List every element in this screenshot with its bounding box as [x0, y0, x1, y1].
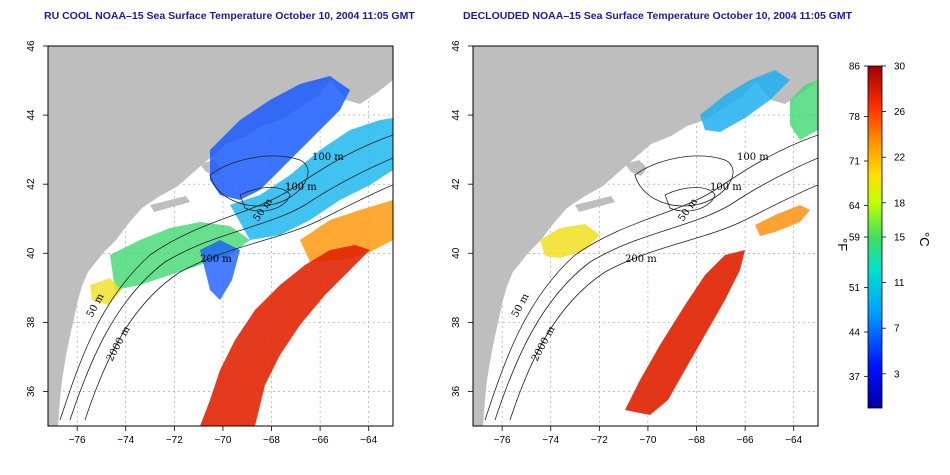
left-x-tick-label-4: −68	[263, 435, 280, 446]
right-x-tick-label-2: −72	[591, 435, 608, 446]
left-y-tick-label-0: 36	[26, 385, 37, 397]
left-x-tick-label-5: −66	[312, 435, 329, 446]
right-y-tick-label-0: 36	[451, 385, 462, 397]
cb-celsius-label-6: 7	[894, 324, 900, 335]
cb-celsius-label-1: 26	[894, 107, 906, 118]
left-panel-title: RU COOL NOAA–15 Sea Surface Temperature …	[44, 10, 415, 22]
right-cape-cod	[625, 160, 647, 176]
left-sst-blue-shelf	[200, 240, 240, 300]
right-sst-orange-offshore	[755, 205, 810, 236]
left-sst-orange-band	[300, 200, 393, 262]
right-x-tick-label-6: −64	[785, 435, 802, 446]
temperature-colorbar: 30 26 22 18 15 11 7 3 86 78 71 64 59 51 44 37 °F °C	[835, 62, 932, 409]
right-contour-label-1: 100 m	[737, 152, 769, 163]
left-long-island	[150, 196, 190, 212]
left-map-panel: 100 m 100 m 50 m 200 m 50 m 2000 m −76 −7…	[26, 40, 394, 446]
right-y-tick-label-2: 40	[451, 247, 462, 259]
left-x-tick-label-3: −70	[214, 435, 231, 446]
left-x-tick-label-0: −76	[69, 435, 86, 446]
cb-fahrenheit-label-4: 59	[849, 233, 861, 244]
cb-fahrenheit-label-0: 86	[849, 62, 861, 73]
left-y-tick-label-4: 44	[26, 109, 37, 121]
left-x-tick-label-6: −64	[360, 435, 377, 446]
cb-celsius-label-3: 18	[894, 198, 906, 209]
cb-fahrenheit-label-7: 37	[849, 372, 861, 383]
right-long-island	[575, 196, 615, 212]
right-x-tick-label-1: −74	[542, 435, 559, 446]
right-contour-label-2: 100 m	[710, 182, 742, 193]
cb-fahrenheit-label-5: 51	[849, 283, 861, 294]
right-axes: −76 −74 −72 −70 −68 −66 −64 36 38 40 42 44 46	[451, 40, 803, 446]
right-map-frame	[472, 45, 819, 427]
left-y-tick-label-1: 38	[26, 316, 37, 328]
right-x-tick-label-4: −68	[688, 435, 705, 446]
left-sst-blue-gulf-of-maine	[210, 76, 350, 200]
left-sst-red-gulf-stream	[200, 245, 370, 426]
cb-celsius-label-4: 15	[894, 233, 906, 244]
colorbar-gradient	[867, 65, 883, 409]
cb-fahrenheit-label-1: 78	[849, 112, 861, 123]
right-land	[473, 46, 818, 426]
left-y-tick-label-5: 46	[26, 40, 37, 52]
left-contours	[59, 134, 393, 421]
left-axes: −76 −74 −72 −70 −68 −66 −64 36 38 40 42 44 46	[26, 40, 378, 446]
cb-fahrenheit-label-2: 71	[849, 157, 861, 168]
right-y-tick-label-5: 46	[451, 40, 462, 52]
right-x-tick-label-0: −76	[494, 435, 511, 446]
right-x-tick-label-5: −66	[737, 435, 754, 446]
right-x-tick-label-3: −70	[639, 435, 656, 446]
cb-fahrenheit-label-3: 64	[849, 201, 861, 212]
right-contours	[484, 134, 818, 421]
right-y-tick-label-3: 42	[451, 178, 462, 190]
left-map-frame	[47, 45, 394, 427]
right-sst-red-gulf-stream	[625, 250, 745, 415]
cb-celsius-label-5: 11	[894, 278, 905, 289]
left-land	[48, 46, 393, 426]
left-y-tick-label-3: 42	[26, 178, 37, 190]
left-contour-label-4: 200 m	[200, 254, 232, 265]
left-contour-label-1: 100 m	[312, 152, 344, 163]
right-y-tick-label-1: 38	[451, 316, 462, 328]
cb-celsius-label-2: 22	[894, 153, 906, 164]
right-map-panel: 100 m 100 m 50 m 200 m 50 m 2000 m −76 −7…	[451, 40, 819, 446]
fahrenheit-unit-label: °F	[835, 238, 850, 251]
left-y-tick-label-2: 40	[26, 247, 37, 259]
cb-fahrenheit-label-6: 44	[849, 328, 861, 339]
right-contour-label-4: 200 m	[625, 254, 657, 265]
right-panel-title: DECLOUDED NOAA–15 Sea Surface Temperatur…	[463, 10, 853, 22]
cb-celsius-label-7: 3	[894, 369, 900, 380]
left-sst-yellow-patches	[90, 278, 122, 305]
left-x-tick-label-1: −74	[117, 435, 134, 446]
right-sst-cyan-gulf-of-maine	[700, 70, 790, 132]
left-contour-label-2: 100 m	[285, 182, 317, 193]
right-sst-green-scotian	[790, 80, 818, 140]
right-y-tick-label-4: 44	[451, 109, 462, 121]
cb-celsius-label-0: 30	[894, 62, 906, 73]
celsius-unit-label: °C	[917, 232, 932, 247]
right-sst-yellow-nearshore	[540, 224, 600, 258]
left-x-tick-label-2: −72	[166, 435, 183, 446]
